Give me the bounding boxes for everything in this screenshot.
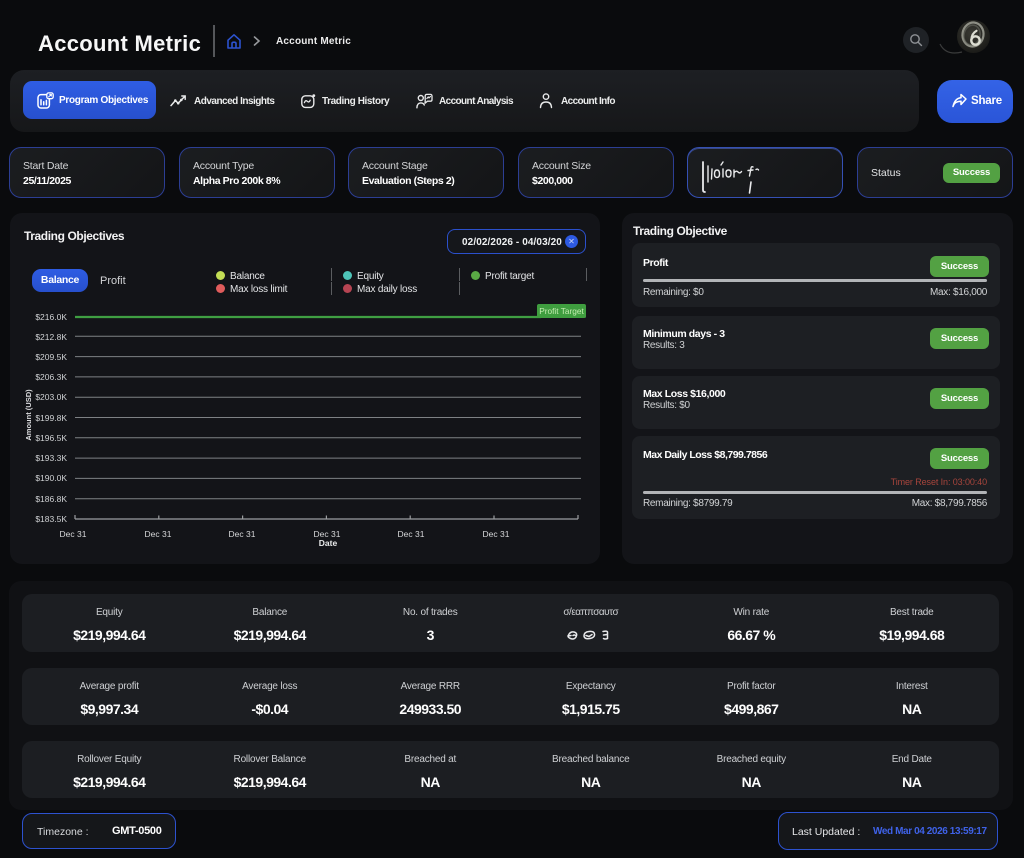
svg-text:$212.8K: $212.8K [35, 332, 67, 342]
svg-text:Profit Target: Profit Target [539, 306, 584, 316]
svg-text:$190.0K: $190.0K [35, 473, 67, 483]
svg-text:Dec 31: Dec 31 [145, 529, 172, 539]
svg-text:Dec 31: Dec 31 [314, 529, 341, 539]
svg-text:Dec 31: Dec 31 [483, 529, 510, 539]
svg-text:$186.8K: $186.8K [35, 494, 67, 504]
svg-text:$193.3K: $193.3K [35, 453, 67, 463]
svg-text:Dec 31: Dec 31 [60, 529, 87, 539]
svg-text:$206.3K: $206.3K [35, 372, 67, 382]
svg-text:Dec 31: Dec 31 [229, 529, 256, 539]
svg-text:Dec 31: Dec 31 [398, 529, 425, 539]
svg-text:Date: Date [319, 538, 338, 548]
svg-text:$203.0K: $203.0K [35, 392, 67, 402]
svg-text:$199.8K: $199.8K [35, 413, 67, 423]
svg-text:$196.5K: $196.5K [35, 433, 67, 443]
svg-text:$183.5K: $183.5K [35, 514, 67, 524]
svg-text:$216.0K: $216.0K [35, 312, 67, 322]
svg-text:Amount (USD): Amount (USD) [24, 389, 33, 441]
svg-text:$209.5K: $209.5K [35, 352, 67, 362]
